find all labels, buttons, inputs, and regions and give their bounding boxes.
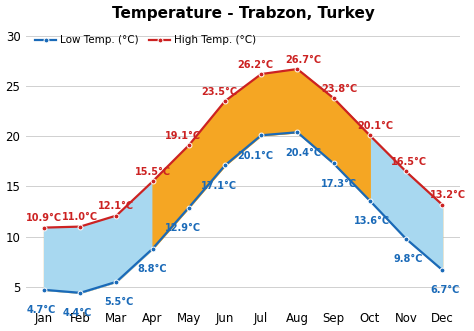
Low Temp. (°C): [439, 268, 445, 272]
High Temp. (°C): [403, 169, 409, 173]
Text: 26.7°C: 26.7°C: [285, 55, 321, 65]
Low Temp. (°C): [403, 237, 409, 241]
Text: 13.2°C: 13.2°C: [429, 190, 465, 200]
Text: 13.6°C: 13.6°C: [355, 216, 391, 226]
Text: 10.9°C: 10.9°C: [26, 213, 62, 223]
High Temp. (°C): [186, 143, 191, 147]
High Temp. (°C): [294, 67, 300, 71]
Text: 17.3°C: 17.3°C: [321, 179, 357, 189]
High Temp. (°C): [331, 96, 337, 100]
High Temp. (°C): [222, 99, 228, 103]
Text: 9.8°C: 9.8°C: [394, 254, 423, 264]
Text: 15.5°C: 15.5°C: [135, 167, 171, 177]
Low Temp. (°C): [77, 291, 83, 295]
Low Temp. (°C): [114, 280, 119, 284]
High Temp. (°C): [114, 213, 119, 217]
High Temp. (°C): [77, 225, 83, 229]
Low Temp. (°C): [294, 130, 300, 134]
Low Temp. (°C): [258, 133, 264, 137]
Text: 19.1°C: 19.1°C: [165, 131, 201, 141]
Text: 20.1°C: 20.1°C: [237, 151, 273, 161]
Text: 16.5°C: 16.5°C: [391, 157, 427, 167]
High Temp. (°C): [41, 226, 47, 230]
Low Temp. (°C): [331, 162, 337, 166]
Line: Low Temp. (°C): Low Temp. (°C): [42, 130, 445, 295]
High Temp. (°C): [439, 203, 445, 207]
Title: Temperature - Trabzon, Turkey: Temperature - Trabzon, Turkey: [111, 6, 374, 21]
Text: 11.0°C: 11.0°C: [62, 213, 98, 222]
High Temp. (°C): [258, 72, 264, 76]
Low Temp. (°C): [222, 164, 228, 167]
Text: 26.2°C: 26.2°C: [237, 60, 273, 70]
Low Temp. (°C): [367, 199, 373, 203]
High Temp. (°C): [367, 133, 373, 137]
Low Temp. (°C): [41, 288, 47, 292]
Text: 12.9°C: 12.9°C: [165, 223, 201, 233]
Text: 23.5°C: 23.5°C: [201, 87, 237, 97]
Text: 12.1°C: 12.1°C: [99, 201, 135, 212]
Text: 23.8°C: 23.8°C: [321, 84, 357, 94]
Low Temp. (°C): [186, 206, 191, 210]
Line: High Temp. (°C): High Temp. (°C): [42, 67, 445, 230]
High Temp. (°C): [150, 179, 155, 183]
Text: 5.5°C: 5.5°C: [105, 297, 134, 307]
Text: 17.1°C: 17.1°C: [201, 181, 237, 191]
Text: 4.7°C: 4.7°C: [27, 305, 56, 315]
Legend: Low Temp. (°C), High Temp. (°C): Low Temp. (°C), High Temp. (°C): [31, 31, 261, 49]
Low Temp. (°C): [150, 247, 155, 251]
Text: 20.4°C: 20.4°C: [285, 148, 321, 158]
Text: 4.4°C: 4.4°C: [63, 308, 92, 318]
Text: 8.8°C: 8.8°C: [138, 264, 167, 274]
Text: 20.1°C: 20.1°C: [357, 121, 393, 131]
Text: 6.7°C: 6.7°C: [430, 285, 459, 295]
